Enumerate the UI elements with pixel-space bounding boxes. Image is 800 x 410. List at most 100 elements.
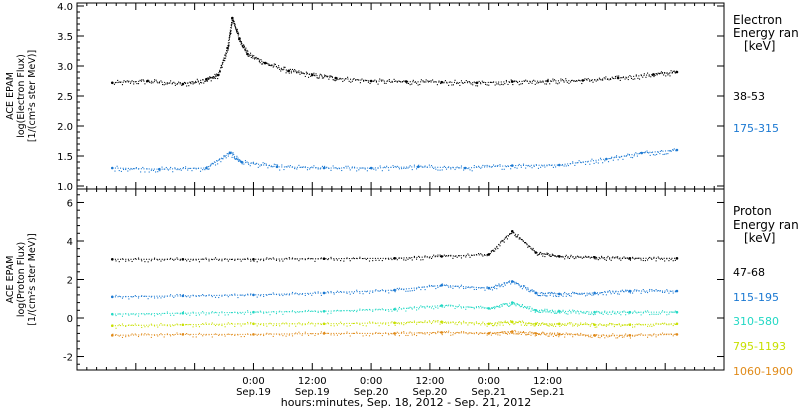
data-point — [581, 334, 583, 336]
data-point — [231, 19, 233, 21]
data-point — [620, 334, 622, 336]
data-point — [365, 308, 367, 311]
data-point — [297, 71, 299, 73]
data-point — [384, 291, 387, 293]
data-point — [535, 291, 537, 293]
data-point — [595, 161, 597, 163]
data-point — [282, 313, 284, 315]
data-point — [237, 33, 239, 35]
data-point — [396, 165, 398, 167]
data-point — [452, 304, 454, 307]
data-point — [340, 260, 342, 262]
data-point — [166, 311, 168, 313]
data-point — [281, 68, 283, 70]
data-point — [345, 165, 347, 167]
data-point — [544, 83, 546, 85]
data-point — [524, 332, 526, 334]
data-point — [578, 313, 580, 315]
data-point — [118, 81, 120, 83]
data-point — [638, 257, 640, 259]
data-point — [195, 314, 197, 316]
data-point — [469, 322, 471, 324]
data-point — [605, 335, 607, 337]
y-axis-label: [1/(cm²s ster MeV)] — [27, 50, 38, 142]
data-point — [467, 286, 469, 288]
data-point — [309, 73, 311, 75]
data-point — [291, 68, 294, 71]
data-point — [456, 82, 458, 85]
data-point — [362, 335, 364, 337]
data-point — [225, 157, 227, 159]
data-point — [489, 322, 491, 324]
data-point — [530, 334, 532, 336]
data-point — [372, 333, 374, 335]
data-point — [422, 306, 424, 308]
data-point — [270, 166, 272, 168]
data-point — [448, 166, 450, 168]
data-point — [628, 258, 630, 260]
data-point — [675, 333, 679, 336]
data-point — [430, 307, 433, 309]
data-point — [285, 257, 287, 259]
data-point — [546, 332, 548, 334]
data-point — [279, 325, 281, 327]
data-point — [470, 83, 472, 85]
data-point — [430, 285, 433, 287]
data-point — [530, 290, 532, 292]
data-point — [465, 308, 467, 310]
data-point — [543, 253, 545, 255]
data-point — [572, 309, 574, 311]
data-point — [452, 166, 454, 168]
data-point — [289, 68, 291, 70]
data-point — [673, 70, 675, 72]
data-point — [548, 311, 550, 313]
data-point — [205, 322, 207, 324]
data-point — [166, 83, 168, 85]
data-point — [121, 258, 124, 260]
data-point — [128, 314, 130, 316]
data-point — [174, 84, 176, 86]
data-point — [253, 260, 255, 262]
data-point — [565, 313, 567, 315]
data-point — [467, 324, 469, 326]
data-point — [378, 325, 380, 327]
data-point — [674, 72, 676, 74]
data-point — [527, 306, 529, 308]
data-point — [519, 286, 521, 288]
data-point — [272, 311, 274, 313]
data-point — [259, 334, 261, 336]
data-point — [343, 79, 345, 81]
data-point — [581, 324, 583, 326]
data-point — [654, 154, 656, 156]
data-point — [264, 162, 266, 165]
data-point — [428, 80, 430, 82]
data-point — [261, 63, 263, 65]
data-point — [500, 331, 502, 334]
data-point — [516, 283, 518, 285]
data-point — [373, 168, 375, 170]
data-point — [602, 294, 604, 296]
data-point — [514, 329, 516, 332]
data-point — [114, 170, 116, 172]
data-point — [263, 334, 265, 337]
data-point — [303, 73, 305, 75]
data-point — [181, 84, 183, 87]
data-point — [567, 293, 569, 295]
data-point — [638, 333, 640, 336]
data-point — [163, 84, 165, 86]
data-point — [255, 56, 257, 58]
data-point — [504, 320, 506, 322]
data-point — [450, 168, 452, 170]
data-point — [512, 84, 514, 86]
data-point — [378, 290, 380, 292]
data-point — [298, 70, 300, 72]
data-point — [266, 294, 268, 296]
data-point — [460, 80, 463, 82]
data-point — [358, 169, 360, 171]
data-point — [227, 47, 229, 49]
data-point — [610, 335, 612, 337]
data-point — [567, 322, 569, 324]
data-point — [469, 287, 471, 289]
data-point — [542, 331, 544, 333]
data-point — [330, 75, 332, 77]
